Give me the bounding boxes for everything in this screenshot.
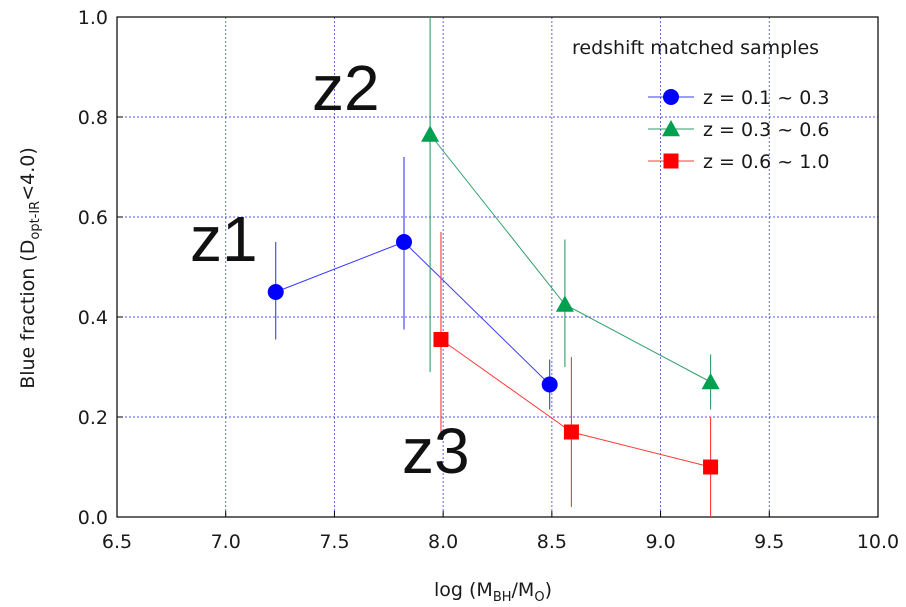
x-axis-label: log (MBH/MO)	[434, 579, 552, 605]
y-tick-label: 1.0	[78, 7, 108, 29]
legend: z = 0.1 ~ 0.3 z = 0.3 ~ 0.6 z = 0.6 ~ 1.0	[648, 87, 829, 173]
series-line	[440, 339, 711, 468]
y-tick-label: 0.0	[78, 507, 108, 529]
axis-ticks: 6.5 7.0 7.5 8.0 8.5 9.0 9.5 10.0 0.0 0.2 0.4 0.6 0.8…	[78, 7, 899, 553]
x-tick-label: 8.0	[428, 531, 458, 553]
legend-label: z = 0.3 ~ 0.6	[703, 119, 829, 141]
x-tick-label: 9.0	[645, 531, 675, 553]
y-axis-label: Blue fraction (Dopt-IR<4.0)	[17, 147, 43, 389]
y-tick-label: 0.6	[78, 207, 108, 229]
series-1	[267, 157, 558, 410]
data-point	[701, 373, 720, 390]
data-point	[421, 125, 440, 142]
x-tick-label: 7.0	[211, 531, 241, 553]
series	[267, 17, 720, 517]
data-point	[563, 424, 579, 440]
y-tick-label: 0.8	[78, 107, 108, 129]
legend-marker	[663, 89, 679, 105]
legend-label: z = 0.6 ~ 1.0	[703, 151, 829, 173]
annotation-z2: z2	[312, 52, 380, 124]
legend-entry-1: z = 0.1 ~ 0.3	[648, 87, 829, 109]
x-tick-label: 9.5	[754, 531, 784, 553]
series-3	[433, 232, 719, 517]
x-tick-label: 8.5	[537, 531, 567, 553]
legend-label: z = 0.1 ~ 0.3	[703, 87, 829, 109]
data-point	[703, 459, 719, 475]
series-line	[275, 241, 551, 385]
legend-marker	[663, 153, 679, 169]
data-point	[555, 295, 574, 312]
legend-entry-2: z = 0.3 ~ 0.6	[648, 119, 829, 141]
series-line	[429, 134, 711, 383]
legend-marker	[662, 120, 680, 137]
y-tick-label: 0.4	[78, 307, 108, 329]
data-point	[433, 332, 449, 347]
series-2	[421, 17, 720, 410]
x-tick-label: 7.5	[319, 531, 349, 553]
data-point	[396, 234, 413, 250]
annotation-z1: z1	[190, 203, 258, 275]
annotation-z3: z3	[402, 415, 470, 487]
data-point	[541, 376, 558, 393]
y-tick-label: 0.2	[78, 407, 108, 429]
grid	[117, 17, 878, 517]
x-tick-label: 10.0	[857, 531, 899, 553]
legend-entry-3: z = 0.6 ~ 1.0	[648, 151, 829, 173]
data-point	[267, 284, 284, 300]
plot-frame	[116, 16, 879, 518]
legend-title: redshift matched samples	[572, 37, 819, 59]
x-tick-label: 6.5	[102, 531, 132, 553]
